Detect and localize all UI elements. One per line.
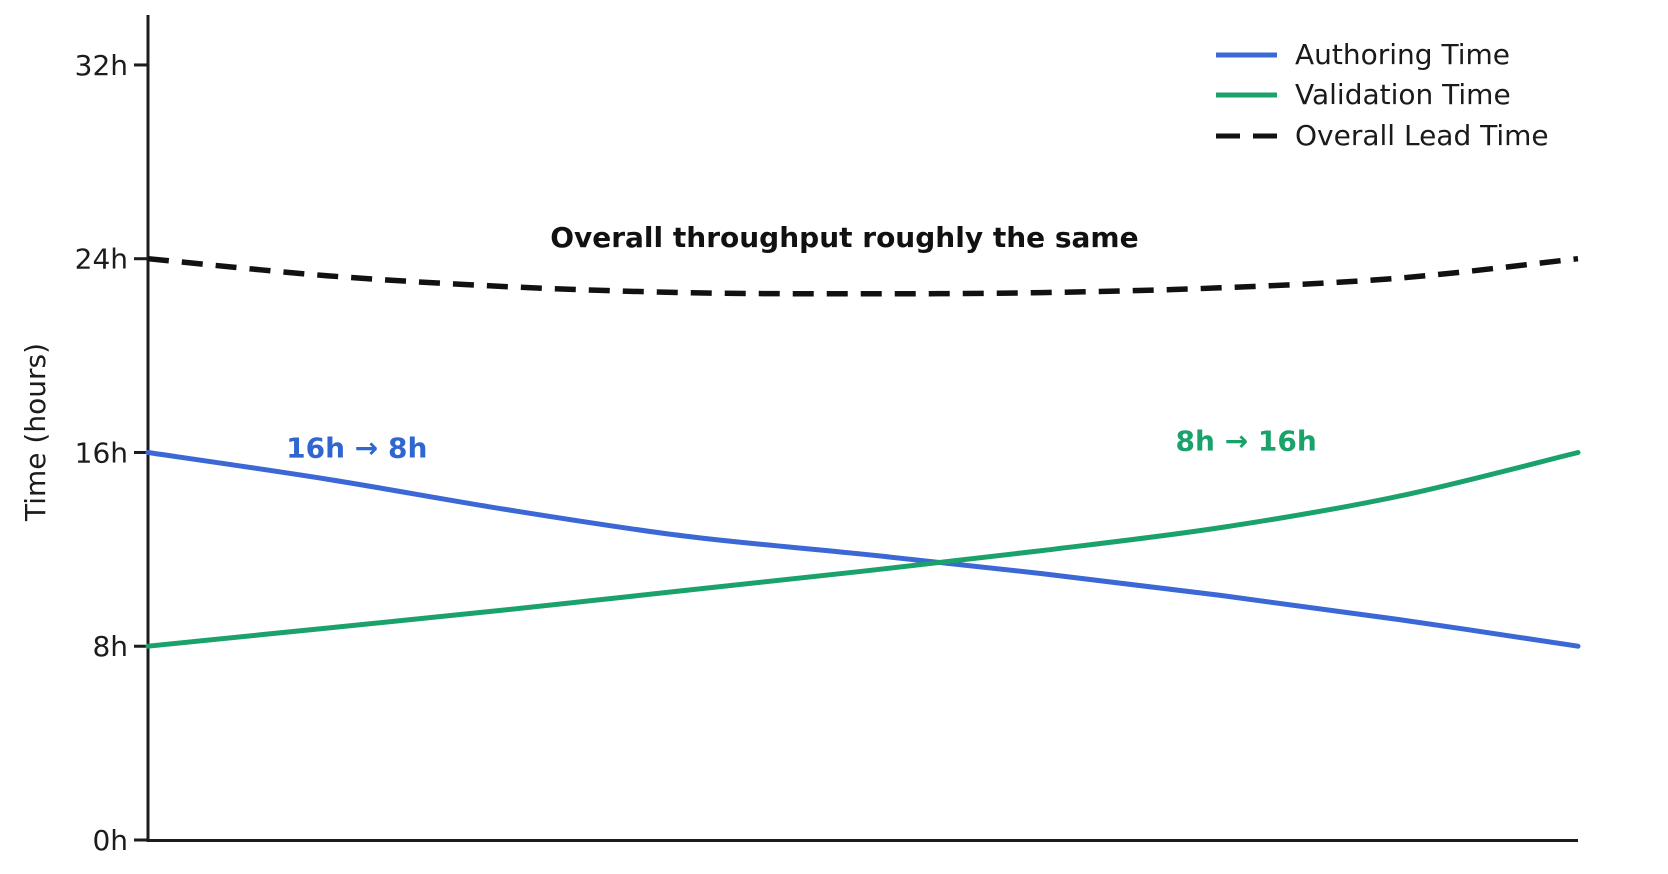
data-curves xyxy=(145,255,1581,649)
overall-lead-time-line xyxy=(147,255,1579,297)
legend: Authoring Time Validation Time Overall L… xyxy=(1216,38,1549,152)
y-axis-tick-labels: 0h 8h 16h 24h 32h xyxy=(75,49,128,857)
annotations: Overall throughput roughly the same 16h … xyxy=(286,221,1317,465)
y-axis-ticks xyxy=(134,63,147,842)
y-axis-title: Time (hours) xyxy=(19,343,52,522)
legend-label-validation: Validation Time xyxy=(1295,78,1511,111)
legend-label-overall: Overall Lead Time xyxy=(1295,119,1549,152)
y-tick-label-8h: 8h xyxy=(92,630,128,663)
legend-row-authoring: Authoring Time xyxy=(1216,38,1510,71)
y-tick-label-32h: 32h xyxy=(75,49,128,82)
y-tick-label-16h: 16h xyxy=(75,436,128,469)
legend-row-validation: Validation Time xyxy=(1216,78,1511,111)
annotation-validation-change: 8h → 16h xyxy=(1176,424,1317,457)
y-tick-label-24h: 24h xyxy=(75,243,128,276)
validation-time-line xyxy=(145,450,1581,649)
legend-row-overall: Overall Lead Time xyxy=(1216,119,1549,152)
y-tick-label-0h: 0h xyxy=(92,824,128,857)
annotation-overall-throughput: Overall throughput roughly the same xyxy=(550,221,1138,254)
legend-label-authoring: Authoring Time xyxy=(1295,38,1510,71)
annotation-authoring-change: 16h → 8h xyxy=(286,432,427,465)
authoring-time-line xyxy=(145,450,1581,649)
